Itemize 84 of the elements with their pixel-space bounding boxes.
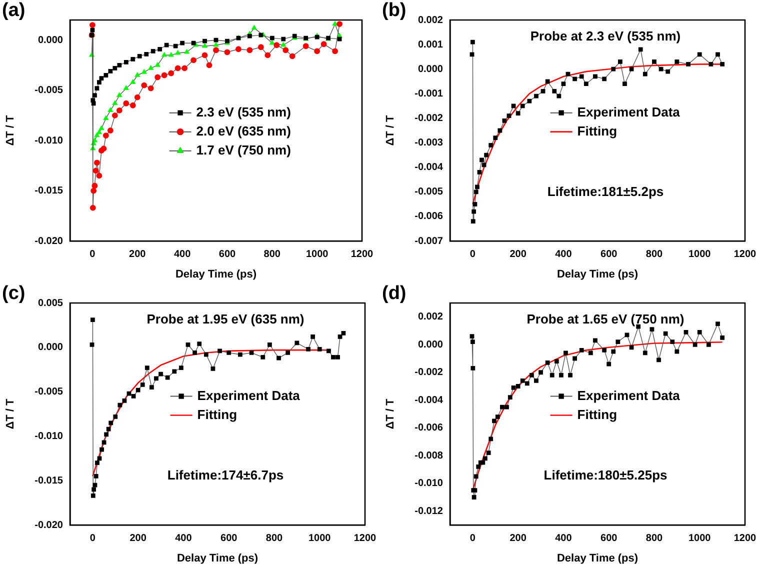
x-tick-label: 200 [510,248,527,260]
y-tick-label: 0.005 [38,298,64,309]
annotation: Probe at 1.65 eV (750 nm) [526,312,684,327]
y-tick-label: -0.004 [414,162,444,174]
y-tick-label: 0.001 [418,39,444,50]
y-axis-title: ΔT / T [4,398,17,430]
y-tick-label: -0.020 [34,520,64,531]
y-tick-label: -0.010 [34,430,64,442]
y-tick-label: 0.000 [38,34,64,46]
x-axis-title: Delay Time (ps) [175,268,257,280]
x-axis-title: Delay Time (ps) [556,552,638,564]
x-tick-label: 0 [470,532,476,544]
x-tick-label: 1000 [308,532,332,544]
y-tick-label: -0.005 [414,186,444,198]
y-tick-label: 0.000 [418,64,444,75]
x-tick-label: 0 [90,532,96,544]
x-tick-label: 0 [470,248,476,260]
chart-title: (c) [2,283,26,305]
annotation: Lifetime:181±5.2ps [547,184,664,199]
y-tick-label: -0.010 [34,135,64,146]
legend-label: 2.3 eV (535 nm) [196,104,291,120]
x-tick-label: 800 [646,532,664,544]
y-tick-label: -0.008 [414,450,444,462]
y-tick-label: -0.007 [414,236,444,247]
legend-label: Fitting [577,123,618,138]
x-axis-title: Delay Time (ps) [556,268,638,280]
x-tick-label: 1000 [688,532,712,544]
x-tick-label: 400 [174,248,192,260]
y-tick-label: 0.002 [418,14,444,26]
y-axis-title: ΔT / T [384,114,397,146]
x-tick-label: 600 [600,532,618,544]
y-axis-title: ΔT / T [4,114,17,146]
legend-label: 2.0 eV (635 nm) [196,123,291,138]
y-tick-label: -0.005 [34,386,64,398]
chart-title: (b) [382,0,406,22]
y-tick-label: -0.002 [414,112,444,124]
x-axis-title: Delay Time (ps) [176,552,258,564]
y-tick-label: -0.010 [414,478,444,490]
x-tick-label: 1200 [734,248,757,260]
x-tick-label: 400 [555,532,572,544]
x-tick-label: 1000 [688,248,712,260]
y-tick-label: -0.005 [34,85,64,96]
x-tick-label: 600 [600,248,618,260]
y-tick-label: 0.000 [418,339,444,350]
legend-label: Experiment Data [577,104,681,120]
y-tick-label: -0.020 [34,236,64,247]
x-tick-label: 800 [646,248,664,260]
x-tick-label: 200 [510,532,527,544]
y-tick-label: -0.003 [414,138,444,149]
x-tick-label: 400 [555,248,572,260]
y-tick-label: -0.002 [414,367,444,378]
y-tick-label: -0.001 [414,88,444,100]
x-tick-label: 400 [175,532,192,544]
legend-label: Fitting [197,406,238,422]
legend-label: Experiment Data [577,388,681,403]
chart-title: (a) [2,0,26,22]
y-tick-label: -0.015 [34,186,64,197]
y-tick-label: -0.015 [34,475,64,486]
legend-label: 1.7 eV (750 nm) [196,142,291,158]
y-tick-label: -0.006 [414,211,444,222]
x-tick-label: 600 [220,532,238,544]
x-tick-label: 1200 [350,248,374,260]
annotation: Lifetime:180±5.25ps [544,468,668,483]
x-tick-label: 1000 [306,248,329,260]
x-tick-label: 800 [264,248,281,260]
x-tick-label: 1200 [354,532,377,544]
x-tick-label: 600 [218,248,236,260]
y-tick-label: -0.006 [414,422,444,434]
legend-label: Experiment Data [197,388,301,403]
y-axis-title: ΔT / T [384,398,397,430]
legend-label: Fitting [577,406,618,422]
chart-title: (d) [382,283,406,305]
x-tick-label: 1200 [734,532,757,544]
y-tick-label: 0.000 [38,342,64,354]
x-tick-label: 800 [266,532,284,544]
x-tick-label: 200 [130,532,147,544]
y-tick-label: -0.012 [414,506,444,517]
y-tick-label: 0.002 [418,312,444,323]
x-tick-label: 0 [90,248,96,260]
annotation: Probe at 2.3 eV (535 nm) [530,28,681,44]
annotation: Probe at 1.95 eV (635 nm) [146,312,304,327]
y-tick-label: -0.004 [414,394,444,406]
x-tick-label: 200 [129,248,146,260]
annotation: Lifetime:174±6.7ps [167,468,284,483]
